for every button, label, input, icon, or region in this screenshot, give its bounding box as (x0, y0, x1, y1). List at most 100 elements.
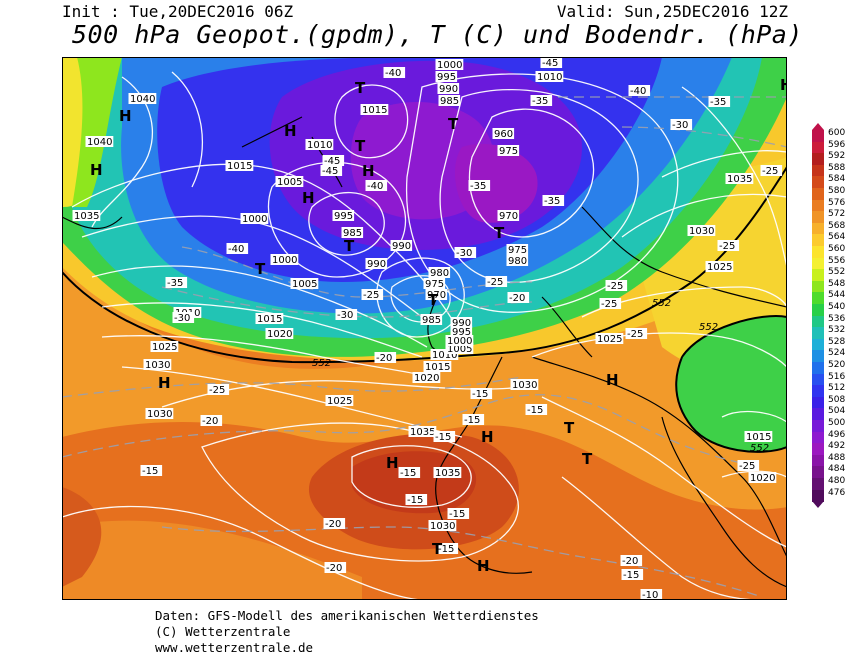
svg-text:-15: -15 (449, 509, 465, 520)
field-violet-2 (454, 143, 538, 223)
legend-swatch (812, 164, 824, 177)
legend-value: 528 (828, 336, 846, 347)
temp_labels-label: -20 (323, 518, 346, 530)
svg-text:-40: -40 (367, 181, 383, 192)
temp_labels-label: -25 (207, 384, 230, 396)
svg-text:1015: 1015 (362, 105, 387, 116)
svg-text:-25: -25 (601, 299, 617, 310)
high-pressure-marker: H (302, 189, 315, 207)
map-title: 500 hPa Geopot.(gpdm), T (C) und Bodendr… (72, 20, 803, 49)
temp_labels-label: -40 (226, 243, 249, 255)
svg-text:980: 980 (430, 268, 449, 279)
pressure_labels-label: 975 (497, 145, 520, 157)
init-time: Init : Tue,20DEC2016 06Z (62, 2, 294, 21)
svg-text:980: 980 (508, 256, 527, 267)
footer-source: Daten: GFS-Modell des amerikanischen Wet… (155, 608, 539, 623)
pressure_labels-label: 970 (425, 289, 448, 301)
svg-text:1030: 1030 (145, 360, 170, 371)
temp_labels-label: -30 (670, 119, 693, 131)
svg-text:1030: 1030 (689, 226, 714, 237)
high-pressure-marker: H (477, 557, 490, 575)
svg-text:1015: 1015 (746, 432, 771, 443)
pressure_labels-label: 985 (438, 95, 461, 107)
legend-value: 600 (828, 128, 846, 138)
svg-text:-35: -35 (470, 181, 486, 192)
svg-text:-20: -20 (325, 519, 341, 530)
svg-text:1025: 1025 (597, 334, 622, 345)
svg-text:1025: 1025 (707, 262, 732, 273)
svg-text:-25: -25 (762, 166, 778, 177)
pressure_labels-label: 1030 (143, 359, 172, 371)
temp_labels-label: -25 (599, 298, 622, 310)
high-pressure-marker: H (284, 122, 297, 140)
temp_labels-label: -15 (447, 508, 470, 520)
high-pressure-marker: H (386, 454, 399, 472)
temp_labels-label: -25 (760, 165, 783, 177)
svg-text:1020: 1020 (750, 473, 775, 484)
pressure_labels-label: 975 (423, 278, 446, 290)
legend-value: 556 (828, 255, 846, 266)
legend-swatch (812, 130, 824, 143)
svg-text:1005: 1005 (292, 279, 317, 290)
legend-value: 532 (828, 325, 846, 336)
high-pressure-marker: H (780, 76, 787, 94)
pressure_labels-label: 980 (428, 267, 451, 279)
temp_labels-label: -30 (172, 312, 195, 324)
legend-value: 568 (828, 220, 846, 231)
legend-value: 580 (828, 186, 846, 196)
high-pressure-marker: H (90, 161, 103, 179)
temperature-lines (62, 96, 787, 598)
temp_labels-label: -40 (628, 85, 651, 97)
pressure_labels-label: 1015 (225, 160, 254, 172)
svg-text:1000: 1000 (437, 60, 462, 71)
svg-text:1000: 1000 (272, 255, 297, 266)
svg-text:-20: -20 (376, 353, 392, 364)
pressure_labels-label: 1035 (72, 210, 101, 222)
svg-text:1040: 1040 (87, 137, 112, 148)
svg-text:-15: -15 (438, 544, 454, 555)
svg-text:-30: -30 (337, 310, 353, 321)
svg-text:-25: -25 (719, 241, 735, 252)
legend-swatch (812, 327, 824, 340)
pressure_labels-label: 1010 (305, 139, 334, 151)
svg-text:-40: -40 (385, 68, 401, 79)
low-pressure-marker: T (494, 224, 505, 242)
svg-text:-25: -25 (627, 329, 643, 340)
temp_labels-label: -35 (708, 96, 731, 108)
svg-text:1020: 1020 (267, 329, 292, 340)
pressure_labels-label: 1030 (687, 225, 716, 237)
low-pressure-marker: T (255, 260, 266, 278)
svg-text:1035: 1035 (727, 174, 752, 185)
svg-text:1035: 1035 (74, 211, 99, 222)
legend-swatch (812, 350, 824, 363)
low-pressure-marker: T (355, 137, 366, 155)
svg-text:-35: -35 (532, 96, 548, 107)
svg-text:1000: 1000 (242, 214, 267, 225)
pressure_labels-label: 1020 (748, 472, 777, 484)
legend-value: 504 (828, 406, 846, 417)
high-pressure-marker: H (362, 162, 375, 180)
footer-url: www.wetterzentrale.de (155, 640, 314, 655)
pressure_labels-label: 970 (497, 210, 520, 222)
svg-text:1030: 1030 (147, 409, 172, 420)
temp_labels-label: -45 (540, 57, 563, 69)
pressure_labels-label: 1020 (265, 328, 294, 340)
pressure_labels-label: 1025 (595, 333, 624, 345)
field-deep-red (352, 451, 477, 514)
legend-swatch (812, 199, 824, 212)
svg-text:-15: -15 (400, 468, 416, 479)
temp_labels-label: -25 (717, 240, 740, 252)
temp_labels-label: -15 (525, 404, 548, 416)
low-pressure-marker: T (428, 291, 439, 309)
legend-swatch (812, 454, 824, 467)
svg-text:-35: -35 (167, 278, 183, 289)
legend-value: 516 (828, 371, 846, 382)
pressure_labels-label: 995 (450, 326, 473, 338)
svg-text:-25: -25 (487, 277, 503, 288)
pressure_labels-label: 995 (435, 71, 458, 83)
svg-text:-45: -45 (324, 156, 340, 167)
svg-text:-10: -10 (642, 590, 658, 600)
contour-552-labels: 552 552 552 552 (312, 298, 769, 454)
svg-text:-30: -30 (672, 120, 688, 131)
